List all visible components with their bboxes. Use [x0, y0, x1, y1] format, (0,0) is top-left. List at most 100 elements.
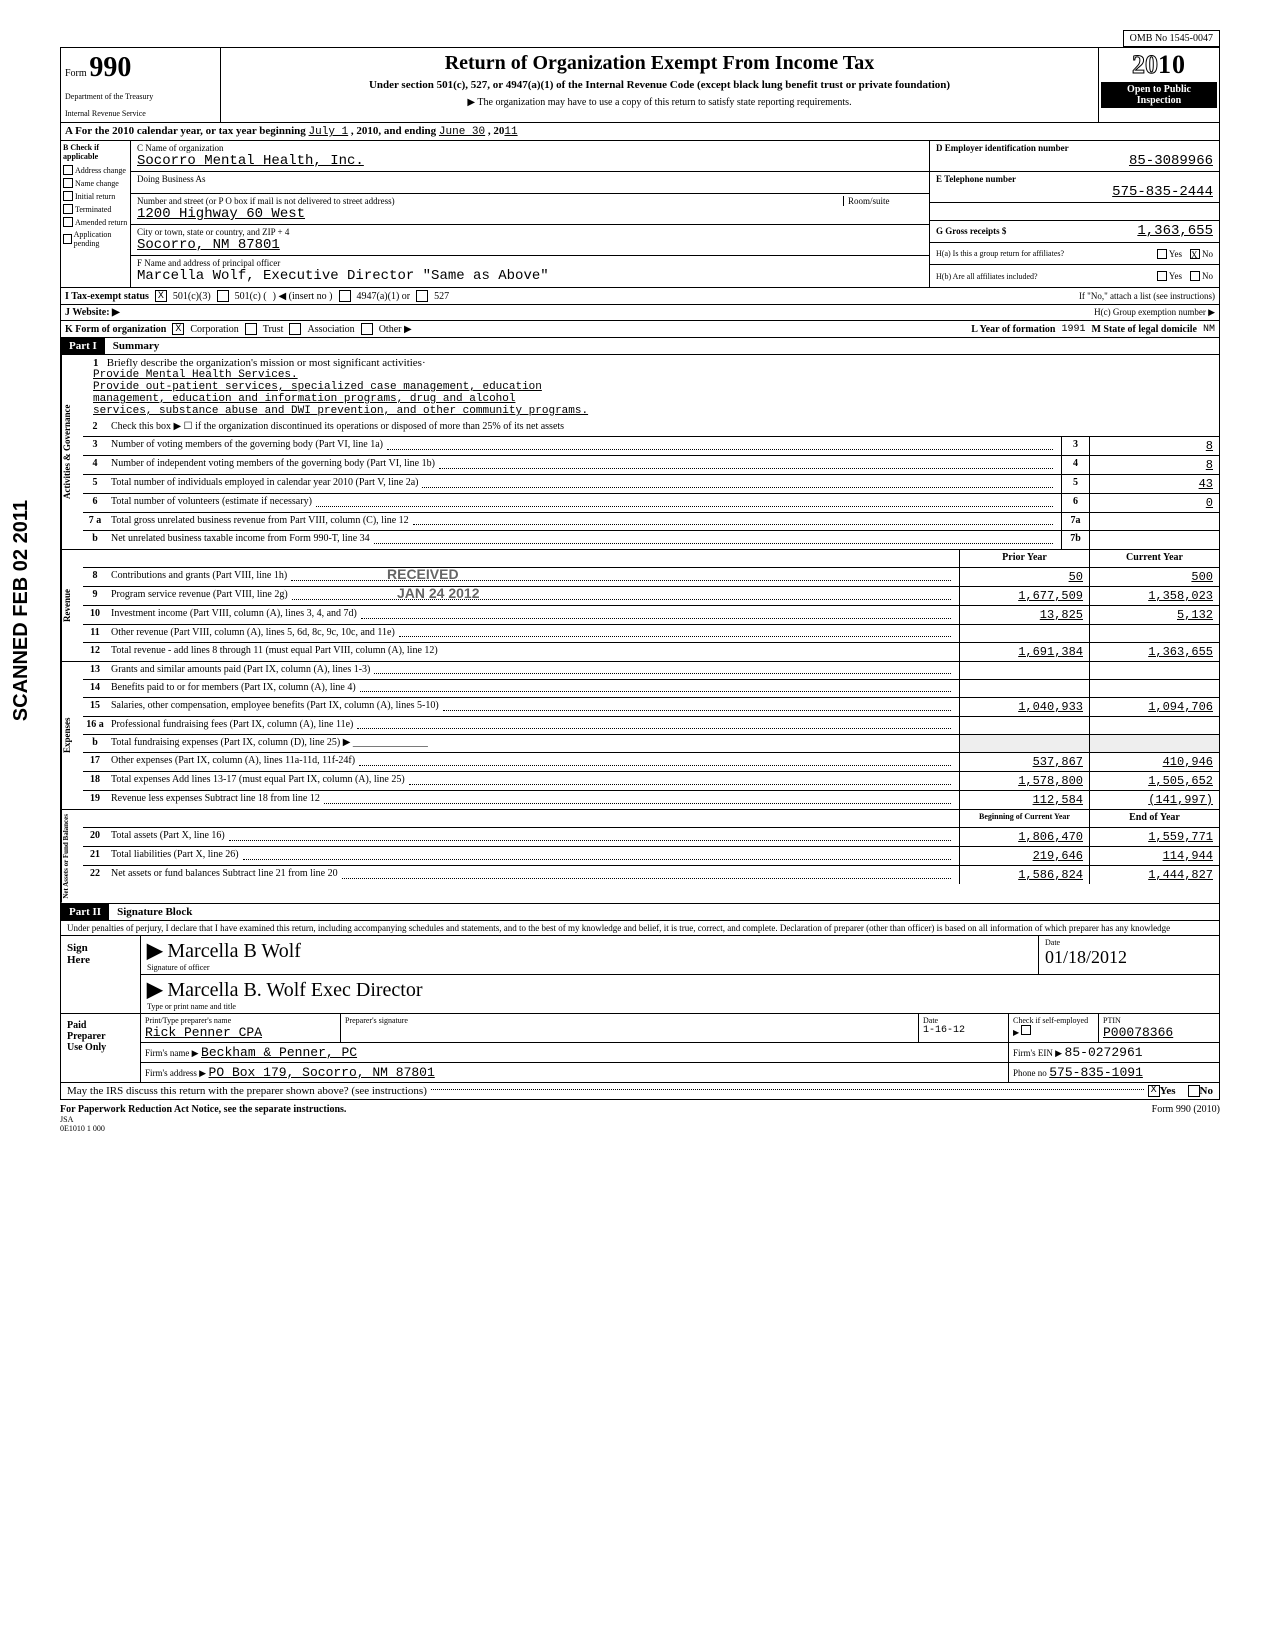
- line18-prior: 1,578,800: [959, 772, 1089, 790]
- checkbox-amended[interactable]: [63, 217, 73, 227]
- corp-check[interactable]: X: [172, 323, 184, 335]
- checkbox-name[interactable]: [63, 178, 73, 188]
- form-header: Form 990 Department of the Treasury Inte…: [60, 47, 1220, 123]
- form-number: 990: [89, 52, 131, 83]
- 527-check[interactable]: [416, 290, 428, 302]
- may-no-check[interactable]: [1188, 1085, 1200, 1097]
- line9-curr: 1,358,023: [1089, 587, 1219, 605]
- other-check[interactable]: [361, 323, 373, 335]
- form-note: ▶ The organization may have to use a cop…: [231, 97, 1088, 108]
- officer-signature: Marcella B Wolf: [167, 940, 301, 962]
- side-revenue: Revenue: [61, 550, 83, 661]
- org-street: 1200 Highway 60 West: [137, 206, 923, 222]
- checkbox-address[interactable]: [63, 165, 73, 175]
- line3-val: 8: [1089, 437, 1219, 455]
- line8-curr: 500: [1089, 568, 1219, 586]
- line12-prior: 1,691,384: [959, 643, 1089, 661]
- form-990-page: OMB No 1545-0047 Form 990 Department of …: [60, 30, 1220, 1133]
- ha-yes[interactable]: [1157, 249, 1167, 259]
- 501c3-check[interactable]: X: [155, 290, 167, 302]
- side-expenses: Expenses: [61, 662, 83, 809]
- line19-prior: 112,584: [959, 791, 1089, 809]
- scanned-stamp: SCANNED FEB 02 2011: [10, 500, 33, 721]
- received-stamp: RECEIVED: [387, 566, 459, 582]
- line21-curr: 114,944: [1089, 847, 1219, 865]
- line4-val: 8: [1089, 456, 1219, 474]
- prep-date: 1-16-12: [923, 1025, 1004, 1036]
- line7b-val: [1089, 531, 1219, 549]
- line19-curr: (141,997): [1089, 791, 1219, 809]
- line8-prior: 50: [959, 568, 1089, 586]
- firm-name: Beckham & Penner, PC: [201, 1045, 357, 1060]
- line5-val: 43: [1089, 475, 1219, 493]
- line10-curr: 5,132: [1089, 606, 1219, 624]
- mission-line3: management, education and information pr…: [93, 393, 1209, 405]
- line7a-val: [1089, 513, 1219, 530]
- ein: 85-3089966: [936, 153, 1213, 169]
- assoc-check[interactable]: [289, 323, 301, 335]
- sign-date: 01/18/2012: [1045, 947, 1213, 968]
- mission-line2: Provide out-patient services, specialize…: [93, 381, 1209, 393]
- may-yes-check[interactable]: X: [1148, 1085, 1160, 1097]
- line15-prior: 1,040,933: [959, 698, 1089, 716]
- mission-line4: services, substance abuse and DWI preven…: [93, 405, 1209, 417]
- form-title: Return of Organization Exempt From Incom…: [231, 52, 1088, 75]
- section-b: B Check if applicable Address change Nam…: [60, 141, 1220, 288]
- check-column: B Check if applicable Address change Nam…: [61, 141, 131, 287]
- year-bold: 10: [1158, 50, 1186, 79]
- line17-prior: 537,867: [959, 753, 1089, 771]
- omb-number: OMB No 1545-0047: [1123, 30, 1220, 47]
- phone: 575-835-2444: [936, 184, 1213, 200]
- line9-prior: 1,677,509: [959, 587, 1089, 605]
- mission-line1: Provide Mental Health Services.: [93, 369, 1209, 381]
- part-ii-header: Part II Signature Block: [60, 904, 1220, 921]
- org-city: Socorro, NM 87801: [137, 237, 923, 253]
- form-label: Form: [65, 68, 87, 79]
- checkbox-terminated[interactable]: [63, 204, 73, 214]
- line17-curr: 410,946: [1089, 753, 1219, 771]
- trust-check[interactable]: [245, 323, 257, 335]
- hb-no[interactable]: [1190, 271, 1200, 281]
- line6-val: 0: [1089, 494, 1219, 512]
- checkbox-initial[interactable]: [63, 191, 73, 201]
- line20-prior: 1,806,470: [959, 828, 1089, 846]
- part-i-header: Part I Summary: [60, 338, 1220, 355]
- dept-treasury: Department of the Treasury: [65, 92, 216, 101]
- row-k: K Form of organization XCorporation Trus…: [60, 321, 1220, 338]
- row-j: J Website: ▶ H(c) Group exemption number…: [60, 305, 1220, 321]
- line12-curr: 1,363,655: [1089, 643, 1219, 661]
- line-a: A For the 2010 calendar year, or tax yea…: [60, 123, 1220, 141]
- org-name: Socorro Mental Health, Inc.: [137, 153, 923, 169]
- 501c-check[interactable]: [217, 290, 229, 302]
- self-employed-check[interactable]: [1021, 1025, 1031, 1035]
- gross-receipts: 1,363,655: [1137, 223, 1213, 239]
- hb-yes[interactable]: [1157, 271, 1167, 281]
- side-governance: Activities & Governance: [61, 355, 83, 549]
- ha-no[interactable]: X: [1190, 249, 1200, 259]
- 4947-check[interactable]: [339, 290, 351, 302]
- checkbox-pending[interactable]: [63, 234, 72, 244]
- line18-curr: 1,505,652: [1089, 772, 1219, 790]
- line10-prior: 13,825: [959, 606, 1089, 624]
- line20-curr: 1,559,771: [1089, 828, 1219, 846]
- firm-ein: 85-0272961: [1065, 1045, 1143, 1060]
- line22-curr: 1,444,827: [1089, 866, 1219, 884]
- officer-print: Marcella B. Wolf Exec Director: [167, 979, 422, 1001]
- jsa-code: JSA0E1010 1 000: [60, 1115, 1220, 1133]
- year-outline: 20: [1132, 50, 1158, 79]
- ptin: P00078366: [1103, 1025, 1215, 1040]
- principal-officer: Marcella Wolf, Executive Director "Same …: [137, 268, 923, 284]
- line15-curr: 1,094,706: [1089, 698, 1219, 716]
- firm-address: PO Box 179, Socorro, NM 87801: [209, 1065, 435, 1080]
- signature-block: Under penalties of perjury, I declare th…: [60, 921, 1220, 1100]
- date-stamp: JAN 24 2012: [397, 585, 480, 601]
- firm-phone: 575-835-1091: [1049, 1065, 1143, 1080]
- row-i: I Tax-exempt status X501(c)(3) 501(c) ()…: [60, 288, 1220, 305]
- open-to-public: Open to PublicInspection: [1101, 82, 1217, 108]
- preparer-name: Rick Penner CPA: [145, 1025, 336, 1040]
- dept-irs: Internal Revenue Service: [65, 109, 216, 118]
- side-netassets: Net Assets or Fund Balances: [61, 810, 83, 903]
- line22-prior: 1,586,824: [959, 866, 1089, 884]
- form-subtitle: Under section 501(c), 527, or 4947(a)(1)…: [231, 79, 1088, 91]
- footer: For Paperwork Reduction Act Notice, see …: [60, 1104, 1220, 1115]
